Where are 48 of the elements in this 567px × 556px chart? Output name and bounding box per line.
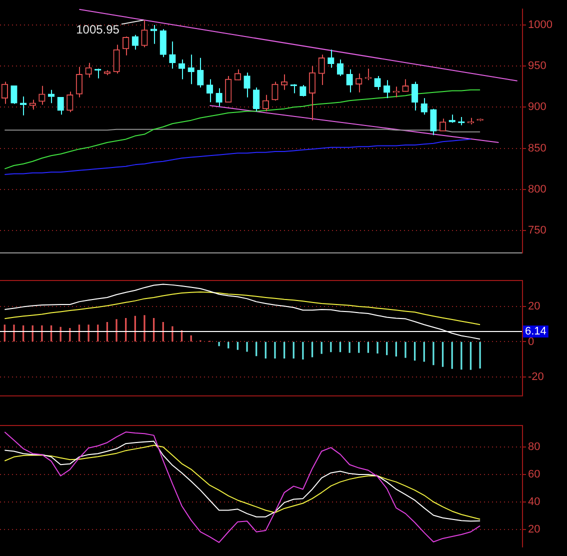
- candlestick: [197, 57, 204, 88]
- candlestick: [141, 20, 148, 48]
- candlestick: [169, 40, 176, 70]
- candlestick: [57, 96, 64, 116]
- candlestick: [85, 62, 92, 78]
- candlestick: [308, 66, 316, 121]
- candlestick: [29, 99, 36, 110]
- y-tick-label: 80: [528, 441, 540, 454]
- y-tick-label: 20: [528, 300, 540, 312]
- y-tick-label: 1000: [528, 19, 552, 32]
- candlestick: [262, 94, 269, 112]
- candlestick: [113, 44, 120, 74]
- y-tick-label: 20: [528, 524, 540, 536]
- candlestick: [48, 89, 55, 104]
- candlestick: [178, 59, 186, 80]
- candlestick: [10, 85, 18, 104]
- candlestick: [402, 78, 409, 92]
- candlestick: [272, 81, 278, 102]
- candlestick: [76, 66, 83, 98]
- candlestick: [150, 24, 158, 44]
- y-tick-label: -20: [528, 371, 544, 384]
- candlestick: [225, 75, 232, 103]
- candlestick: [66, 91, 74, 113]
- y-tick-label: 60: [528, 468, 540, 481]
- candlestick: [318, 54, 325, 86]
- y-tick-label: 900: [528, 101, 546, 114]
- candlestick: [122, 36, 130, 56]
- annotation: 1005.95: [76, 22, 120, 36]
- candlestick: [346, 68, 353, 93]
- candlestick: [411, 81, 418, 111]
- y-tick-label: 750: [528, 224, 546, 236]
- candlestick: [439, 118, 446, 132]
- y-tick-label: 0: [528, 336, 534, 348]
- y-tick-label: 850: [528, 142, 546, 154]
- y-tick-label: 800: [528, 183, 546, 196]
- candlestick: [280, 74, 288, 90]
- candlestick: [244, 72, 250, 98]
- candlestick: [364, 68, 372, 81]
- candlestick: [430, 108, 437, 136]
- y-tick-label: 40: [528, 496, 540, 508]
- candlestick: [356, 72, 362, 93]
- candlestick: [38, 85, 46, 106]
- candlestick: [253, 86, 260, 112]
- ref-line-label: 6.14: [525, 326, 546, 338]
- candlestick: [336, 59, 344, 76]
- candlestick: [328, 49, 334, 68]
- candlestick: [160, 28, 166, 58]
- y-tick-label: 950: [528, 60, 546, 72]
